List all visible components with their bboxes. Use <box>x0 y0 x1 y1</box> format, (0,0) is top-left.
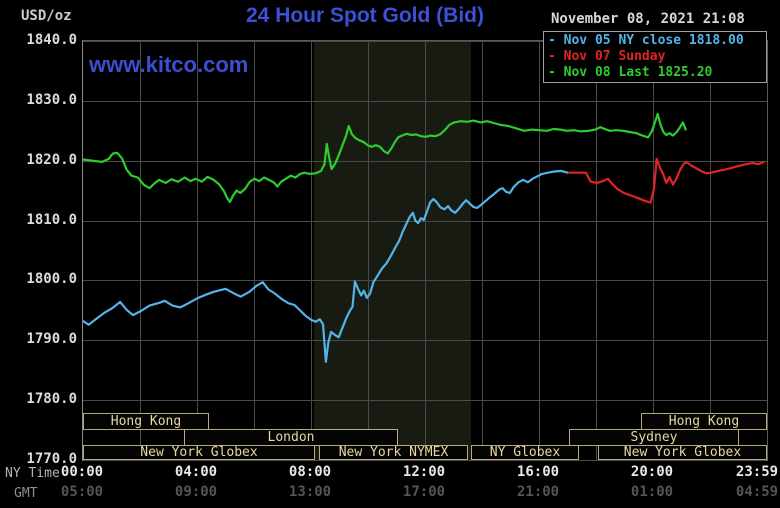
gridline-vertical <box>653 41 654 460</box>
gridline-vertical <box>710 41 711 460</box>
gmt-tick-label: 09:00 <box>174 484 218 500</box>
y-tick-label: 1780.0 <box>26 391 77 408</box>
gridline-horizontal <box>83 41 767 42</box>
session-box: London <box>184 429 398 446</box>
kitco-watermark: www.kitco.com <box>89 52 249 77</box>
gmt-tick-label: 04:59 <box>735 484 779 500</box>
gmt-tick-label: 13:00 <box>288 484 332 500</box>
gridline-vertical <box>425 41 426 460</box>
plot-area: www.kitco.com Hong Kong Hong Kong London Sy… <box>82 40 768 461</box>
ny-time-tick-label: 04:00 <box>174 464 218 480</box>
session-box: New York Globex <box>598 445 767 460</box>
gridline-horizontal <box>83 460 767 461</box>
ny-time-tick-label: 20:00 <box>630 464 674 480</box>
gridline-vertical <box>197 41 198 460</box>
gmt-tick-label: 01:00 <box>630 484 674 500</box>
gridline-vertical <box>254 41 255 460</box>
session-box: Hong Kong <box>83 413 209 430</box>
y-tick-label: 1770.0 <box>26 451 77 467</box>
gridline-horizontal <box>83 161 767 162</box>
gridline-vertical <box>482 41 483 460</box>
gridline-vertical <box>140 41 141 460</box>
gmt-axis-label: GMT <box>14 486 38 501</box>
y-tick-label: 1820.0 <box>26 151 77 168</box>
gmt-tick-label: 21:00 <box>516 484 560 500</box>
ny-time-tick-label: 12:00 <box>402 464 446 480</box>
gridline-vertical <box>311 41 312 460</box>
ny-time-axis-label: NY Time <box>5 466 60 481</box>
legend-box: - Nov 05 NY close 1818.00- Nov 07 Sunday… <box>543 31 767 83</box>
series-line <box>567 157 765 204</box>
gridline-vertical <box>368 41 369 460</box>
price-lines <box>83 112 765 363</box>
gridline-vertical <box>539 41 540 460</box>
y-tick-label: 1830.0 <box>26 91 77 108</box>
y-tick-label: 1840.0 <box>26 32 77 48</box>
session-box: NY Globex <box>471 445 579 460</box>
legend-item: - Nov 07 Sunday <box>548 49 666 64</box>
gmt-tick-label: 05:00 <box>60 484 104 500</box>
series-line <box>83 169 569 363</box>
chart-timestamp: November 08, 2021 21:08 <box>551 11 745 27</box>
gridline-vertical <box>596 41 597 460</box>
ny-time-tick-label: 08:00 <box>288 464 332 480</box>
gmt-tick-label: 17:00 <box>402 484 446 500</box>
session-box: New York NYMEX <box>319 445 468 460</box>
chart-title: 24 Hour Spot Gold (Bid) <box>246 4 484 27</box>
y-tick-label: 1810.0 <box>26 211 77 228</box>
session-box: Hong Kong <box>641 413 767 430</box>
gridline-horizontal <box>83 280 767 281</box>
y-tick-label: 1800.0 <box>26 271 77 288</box>
ny-time-tick-label: 16:00 <box>516 464 560 480</box>
y-tick-label: 1790.0 <box>26 331 77 348</box>
ny-time-tick-label: 00:00 <box>60 464 104 480</box>
series-line <box>83 112 687 204</box>
units-label: USD/oz <box>21 8 72 24</box>
gridline-horizontal <box>83 101 767 102</box>
gridline-horizontal <box>83 221 767 222</box>
legend-item: - Nov 05 NY close 1818.00 <box>548 33 744 48</box>
legend-item: - Nov 08 Last 1825.20 <box>548 65 713 80</box>
session-box: New York Globex <box>83 445 315 460</box>
ny-time-tick-label: 23:59 <box>735 464 779 480</box>
gridline-horizontal <box>83 400 767 401</box>
nymex-session-shading <box>314 41 471 460</box>
session-box: Sydney <box>569 429 739 446</box>
gridline-horizontal <box>83 340 767 341</box>
